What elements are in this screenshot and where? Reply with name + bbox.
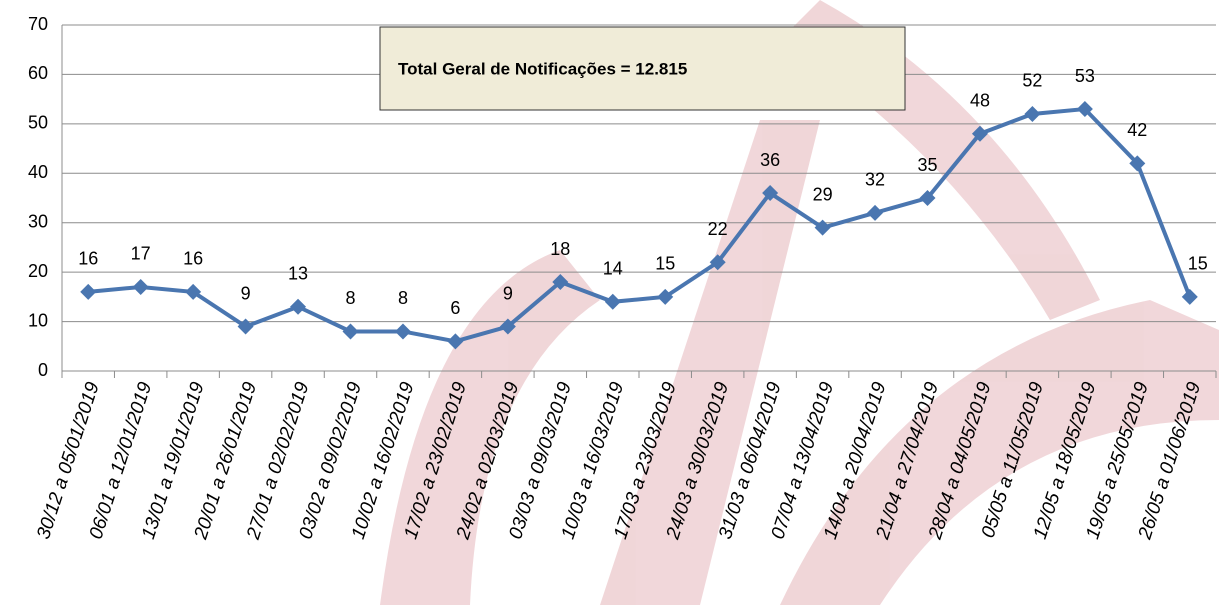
marker <box>343 323 359 339</box>
y-tick-label: 40 <box>28 162 48 182</box>
data-label: 6 <box>450 298 460 318</box>
data-label: 8 <box>345 288 355 308</box>
y-tick-label: 30 <box>28 211 48 231</box>
data-label: 48 <box>970 90 990 110</box>
data-label: 17 <box>131 244 151 264</box>
marker <box>395 323 411 339</box>
data-label: 9 <box>503 283 513 303</box>
chart: 0 10 20 30 40 50 60 70 16 17 16 9 13 8 8 6 9 18 14 15 22 36 29… <box>0 0 1219 605</box>
data-label: 15 <box>655 254 675 274</box>
data-label: 8 <box>398 288 408 308</box>
annotation: Total Geral de Notificações = 12.815 <box>398 59 687 78</box>
marker <box>867 205 883 221</box>
marker <box>605 294 621 310</box>
y-tick-label: 70 <box>28 14 48 34</box>
y-tick-label: 10 <box>28 310 48 330</box>
data-label: 9 <box>241 283 251 303</box>
data-label: 53 <box>1075 66 1095 86</box>
data-label: 35 <box>917 155 937 175</box>
data-label: 32 <box>865 170 885 190</box>
data-label: 52 <box>1022 71 1042 91</box>
marker <box>1182 289 1198 305</box>
marker <box>80 284 96 300</box>
data-label: 14 <box>603 259 623 279</box>
data-label: 18 <box>550 239 570 259</box>
data-label: 22 <box>708 219 728 239</box>
marker <box>290 299 306 315</box>
data-label: 36 <box>760 150 780 170</box>
y-tick-label: 0 <box>38 360 48 380</box>
marker <box>1024 106 1040 122</box>
y-tick-label: 50 <box>28 113 48 133</box>
data-label: 13 <box>288 263 308 283</box>
marker <box>133 279 149 295</box>
data-label: 16 <box>78 249 98 269</box>
data-label: 42 <box>1127 120 1147 140</box>
data-label: 29 <box>813 184 833 204</box>
y-tick-label: 20 <box>28 261 48 281</box>
data-label: 16 <box>183 249 203 269</box>
data-label: 15 <box>1188 254 1208 274</box>
y-tick-label: 60 <box>28 63 48 83</box>
